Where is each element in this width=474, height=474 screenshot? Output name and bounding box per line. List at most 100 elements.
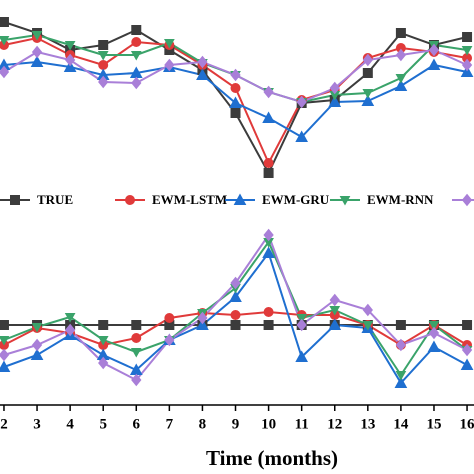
marker [461,46,473,56]
marker [98,320,109,330]
marker [63,60,77,72]
marker [31,338,43,352]
marker [395,371,407,381]
marker [64,323,76,337]
marker [428,321,440,331]
marker [64,53,76,67]
marker [98,75,109,89]
marker [262,111,275,123]
marker [428,43,440,57]
marker [263,85,274,99]
marker [229,96,242,108]
marker [97,336,109,346]
x-tick-label: 6 [133,416,141,432]
marker [131,333,142,343]
marker [98,356,109,370]
marker [328,318,342,330]
marker [0,360,11,372]
x-tick-label: 5 [99,416,107,432]
legend-label: TRUE [37,192,73,207]
marker [164,58,175,72]
legend-marker [125,195,135,205]
marker [461,343,473,357]
marker [461,58,473,72]
marker [263,228,274,242]
legend-marker [461,193,473,207]
marker [97,51,109,61]
marker [30,348,44,360]
x-tick-label: 11 [295,416,309,432]
marker [197,311,208,325]
marker [460,358,474,370]
series-line [3,232,468,382]
marker [230,310,241,320]
marker [229,290,242,302]
marker [230,68,241,82]
marker [329,293,340,307]
marker [197,55,208,69]
marker [462,320,473,330]
marker [427,58,441,70]
marker [230,276,241,290]
marker [329,306,341,316]
marker [295,130,309,142]
marker [296,318,307,332]
marker [296,95,307,109]
x-tick-label: 9 [232,416,240,432]
marker [131,37,142,47]
marker [263,158,274,168]
marker [295,350,309,362]
marker [131,320,142,330]
legend-marker [233,193,247,205]
legend-label: EWM-GRU [262,192,330,207]
marker [362,321,374,331]
marker [0,348,10,362]
marker [30,55,44,67]
x-tick-label: 13 [360,416,375,432]
marker [361,94,375,106]
marker [362,89,374,99]
marker [428,326,440,340]
x-tick-label: 4 [66,416,74,432]
marker [395,74,407,84]
marker [230,108,241,118]
marker [196,68,209,80]
marker [262,246,275,258]
marker [31,31,43,41]
marker [395,48,407,62]
marker [0,17,9,27]
marker [230,83,241,93]
marker [394,376,408,388]
marker [462,32,473,42]
marker [328,95,342,107]
marker [263,307,274,317]
marker [196,318,209,330]
marker [230,320,241,330]
marker [296,314,308,324]
marker [395,338,407,352]
marker [98,60,109,70]
marker [130,348,142,358]
marker [130,51,142,61]
legend-label: EWM-LSTM [152,192,227,207]
x-tick-label: 15 [426,416,441,432]
marker [0,36,10,46]
legend-label: EWM-RNN [367,192,434,207]
marker [329,81,340,95]
marker [164,39,175,49]
x-tick-label: 14 [393,416,409,432]
x-tick-label: 2 [0,416,8,432]
marker [263,168,274,178]
marker [395,320,406,330]
marker [64,41,76,51]
marker [395,28,406,38]
marker [427,340,441,352]
x-tick-label: 7 [166,416,174,432]
x-axis-title: Time (months) [206,446,338,470]
marker [362,53,373,67]
marker [131,25,142,35]
marker [0,65,10,79]
marker [0,336,10,346]
x-tick-label: 10 [261,416,276,432]
marker [131,76,142,90]
